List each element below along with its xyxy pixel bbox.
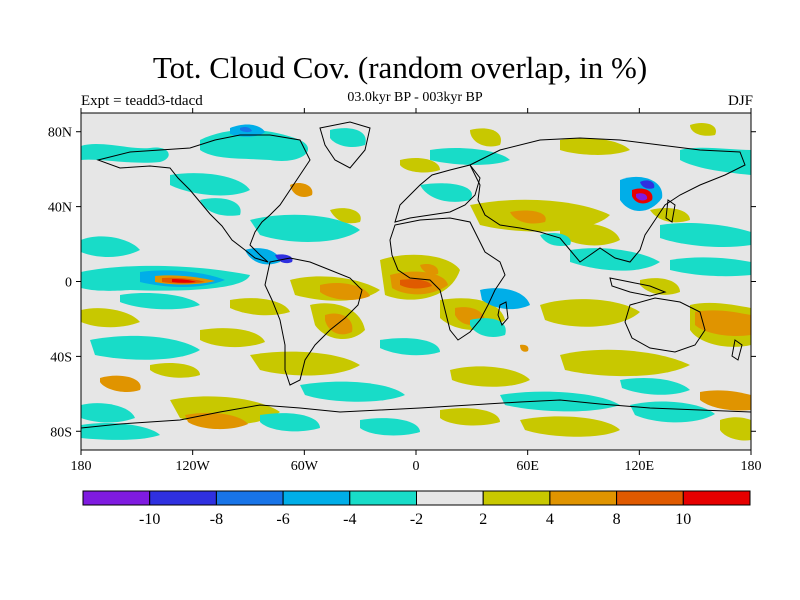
coast-indonesia [609, 277, 667, 297]
colorbar-swatch [549, 490, 618, 506]
x-tick-label: 60W [291, 459, 319, 474]
colorbar-label: -2 [410, 511, 423, 528]
coast-north-america [96, 134, 311, 263]
y-tick-label: 40S [50, 350, 72, 365]
coast-antarctica [81, 399, 751, 429]
colorbar-swatch [282, 490, 351, 506]
colorbar-swatch [349, 490, 417, 506]
colorbar-label: -6 [276, 511, 289, 528]
colorbar-swatch [416, 490, 484, 506]
x-tick-label: 60E [516, 459, 539, 474]
colorbar-swatch [616, 490, 684, 506]
x-tick-label: 180 [71, 459, 92, 474]
colorbar-label: 2 [479, 511, 487, 528]
experiment-label: Expt = teadd3-tdacd [81, 93, 203, 109]
y-tick-label: 0 [65, 276, 72, 291]
map-title: Tot. Cloud Cov. (random overlap, in %) [152, 50, 648, 85]
y-tick-label: 80S [50, 425, 72, 440]
colorbar-label: -10 [139, 511, 160, 528]
y-tick-label: 80N [48, 126, 72, 141]
season-label: DJF [727, 93, 753, 109]
x-axis: 180 120W 60W 0 60E 120E 180 [71, 108, 762, 474]
x-tick-label: 120W [176, 459, 211, 474]
colorbar-swatch [482, 490, 551, 506]
coast-south-america [264, 257, 363, 386]
coast-madagascar [497, 301, 509, 326]
colorbar-label: 8 [613, 511, 621, 528]
coast-australia [624, 297, 706, 353]
period-label: 03.0kyr BP - 003kyr BP [347, 90, 483, 105]
y-tick-label: 40N [48, 201, 72, 216]
coast-japan [665, 199, 676, 223]
coast-europe [394, 164, 481, 223]
y-axis: 80N 40N 0 40S 80S [48, 126, 756, 440]
colorbar-label: -8 [210, 511, 223, 528]
colorbar: -10 -8 -6 -4 -2 2 4 8 10 [82, 490, 751, 528]
coast-greenland [319, 121, 371, 169]
anomaly-field [81, 123, 751, 441]
coast-new-zealand [731, 339, 743, 361]
x-tick-label: 180 [741, 459, 762, 474]
colorbar-label: 4 [546, 511, 554, 528]
x-tick-label: 120E [625, 459, 655, 474]
colorbar-swatch [149, 490, 217, 506]
colorbar-swatch [215, 490, 284, 506]
coast-africa [389, 217, 506, 341]
colorbar-label: -4 [343, 511, 356, 528]
coastlines [81, 121, 751, 429]
colorbar-label: 10 [675, 511, 691, 528]
colorbar-swatch [82, 490, 151, 506]
x-tick-label: 0 [413, 459, 420, 474]
coast-asia [469, 137, 746, 263]
colorbar-swatch [682, 490, 751, 506]
